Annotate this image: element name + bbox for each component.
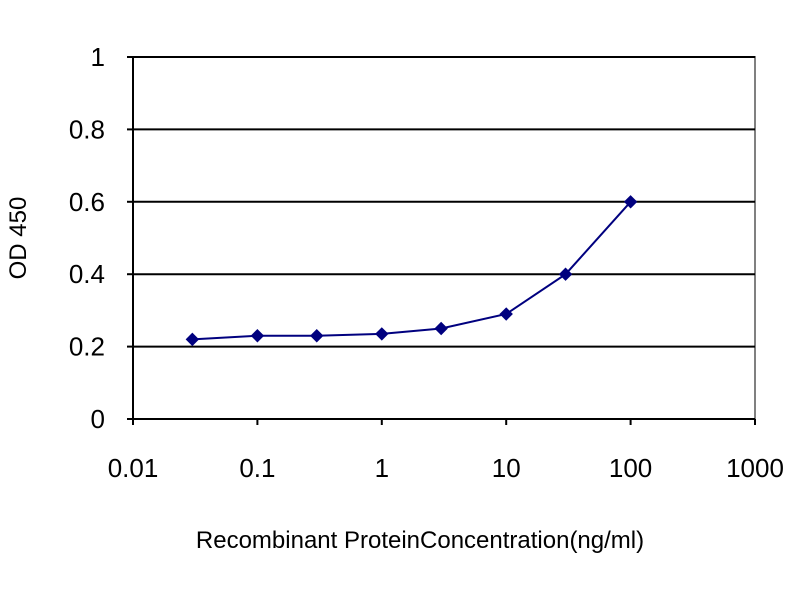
series-group [185, 195, 638, 347]
x-axis-label: Recombinant ProteinConcentration(ng/ml) [196, 527, 644, 554]
y-tick-label-1: 0.2 [69, 332, 105, 362]
y-tick-label-3: 0.6 [69, 187, 105, 217]
gridlines [133, 56, 755, 348]
data-point-2 [310, 329, 324, 343]
y-tick-label-0: 0 [91, 404, 105, 434]
y-tick-labels: 0 0.2 0.4 0.6 0.8 1 [69, 42, 105, 434]
x-tick-label-4: 100 [609, 453, 652, 483]
x-tick-label-1: 0.1 [239, 453, 275, 483]
data-point-7 [623, 195, 638, 209]
data-point-4 [434, 321, 448, 336]
plot-area [132, 56, 756, 420]
y-tick-label-5: 1 [91, 42, 105, 72]
x-tick-label-3: 10 [492, 453, 521, 483]
data-point-1 [250, 329, 265, 343]
x-tick-label-5: 1000 [726, 453, 784, 483]
axes [127, 56, 756, 425]
data-point-6 [558, 267, 573, 281]
x-tick-label-2: 1 [375, 453, 389, 483]
y-axis-label: OD 450 [5, 197, 32, 280]
data-point-5 [499, 307, 513, 321]
data-point-0 [185, 332, 200, 347]
y-tick-label-2: 0.4 [69, 259, 105, 289]
x-tick-labels: 0.01 0.1 1 10 100 1000 [108, 453, 784, 483]
y-tick-label-4: 0.8 [69, 114, 105, 144]
x-tick-label-0: 0.01 [108, 453, 159, 483]
series-line-0 [192, 201, 632, 341]
data-point-3 [375, 327, 389, 341]
